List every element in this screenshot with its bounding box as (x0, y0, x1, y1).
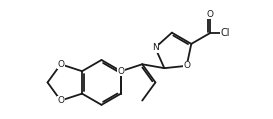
Text: Cl: Cl (221, 28, 230, 38)
Text: O: O (57, 60, 64, 69)
Text: O: O (206, 10, 213, 19)
Text: N: N (152, 43, 159, 52)
Text: O: O (117, 67, 124, 76)
Text: O: O (183, 61, 190, 70)
Text: O: O (57, 96, 64, 105)
